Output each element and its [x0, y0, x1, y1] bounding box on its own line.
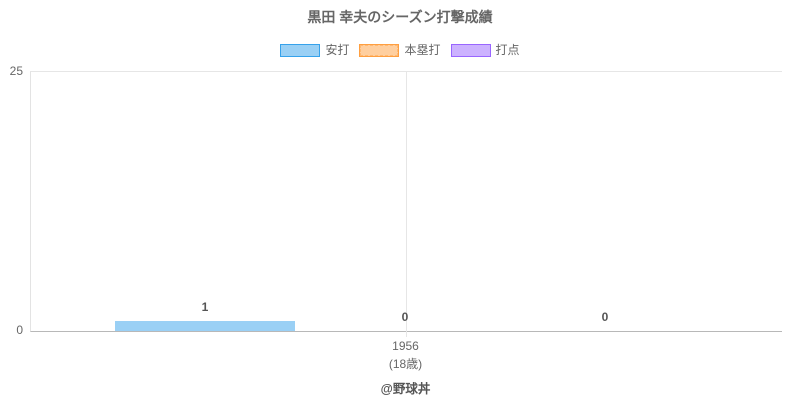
y-axis-tick-max: 25: [9, 64, 23, 78]
plot-area: 1 0 0: [30, 71, 782, 337]
x-axis-tick-age: (18歳): [388, 357, 423, 371]
chart-title: 黒田 幸夫のシーズン打撃成績: [307, 9, 493, 25]
bar-rbi-value-label: 0: [601, 310, 609, 324]
legend-item-hits[interactable]: 安打: [280, 44, 349, 57]
category-gridline: [406, 72, 407, 337]
x-axis-tick-year: 1956: [392, 339, 419, 353]
credit-watermark: @野球丼: [380, 382, 431, 396]
legend-item-homeruns[interactable]: 本塁打: [359, 43, 441, 57]
rbi-swatch-icon: [450, 44, 491, 57]
y-axis-tick-min: 0: [16, 323, 23, 337]
bar-homeruns-value-label: 0: [401, 310, 409, 324]
legend-label-homeruns: 本塁打: [404, 43, 441, 57]
bar-rbi[interactable]: 0: [515, 72, 695, 331]
legend-label-hits: 安打: [325, 43, 350, 57]
bar-homeruns[interactable]: 0: [315, 72, 495, 331]
homeruns-swatch-icon: [359, 44, 400, 57]
bar-hits[interactable]: 1: [115, 72, 295, 331]
hits-swatch-icon: [280, 44, 321, 57]
bar-hits-rect[interactable]: [115, 320, 295, 331]
chart-legend: 安打 本塁打 打点: [0, 44, 800, 57]
legend-label-rbi: 打点: [495, 43, 520, 57]
legend-item-rbi[interactable]: 打点: [450, 43, 520, 57]
bar-hits-value-label: 1: [201, 299, 209, 314]
